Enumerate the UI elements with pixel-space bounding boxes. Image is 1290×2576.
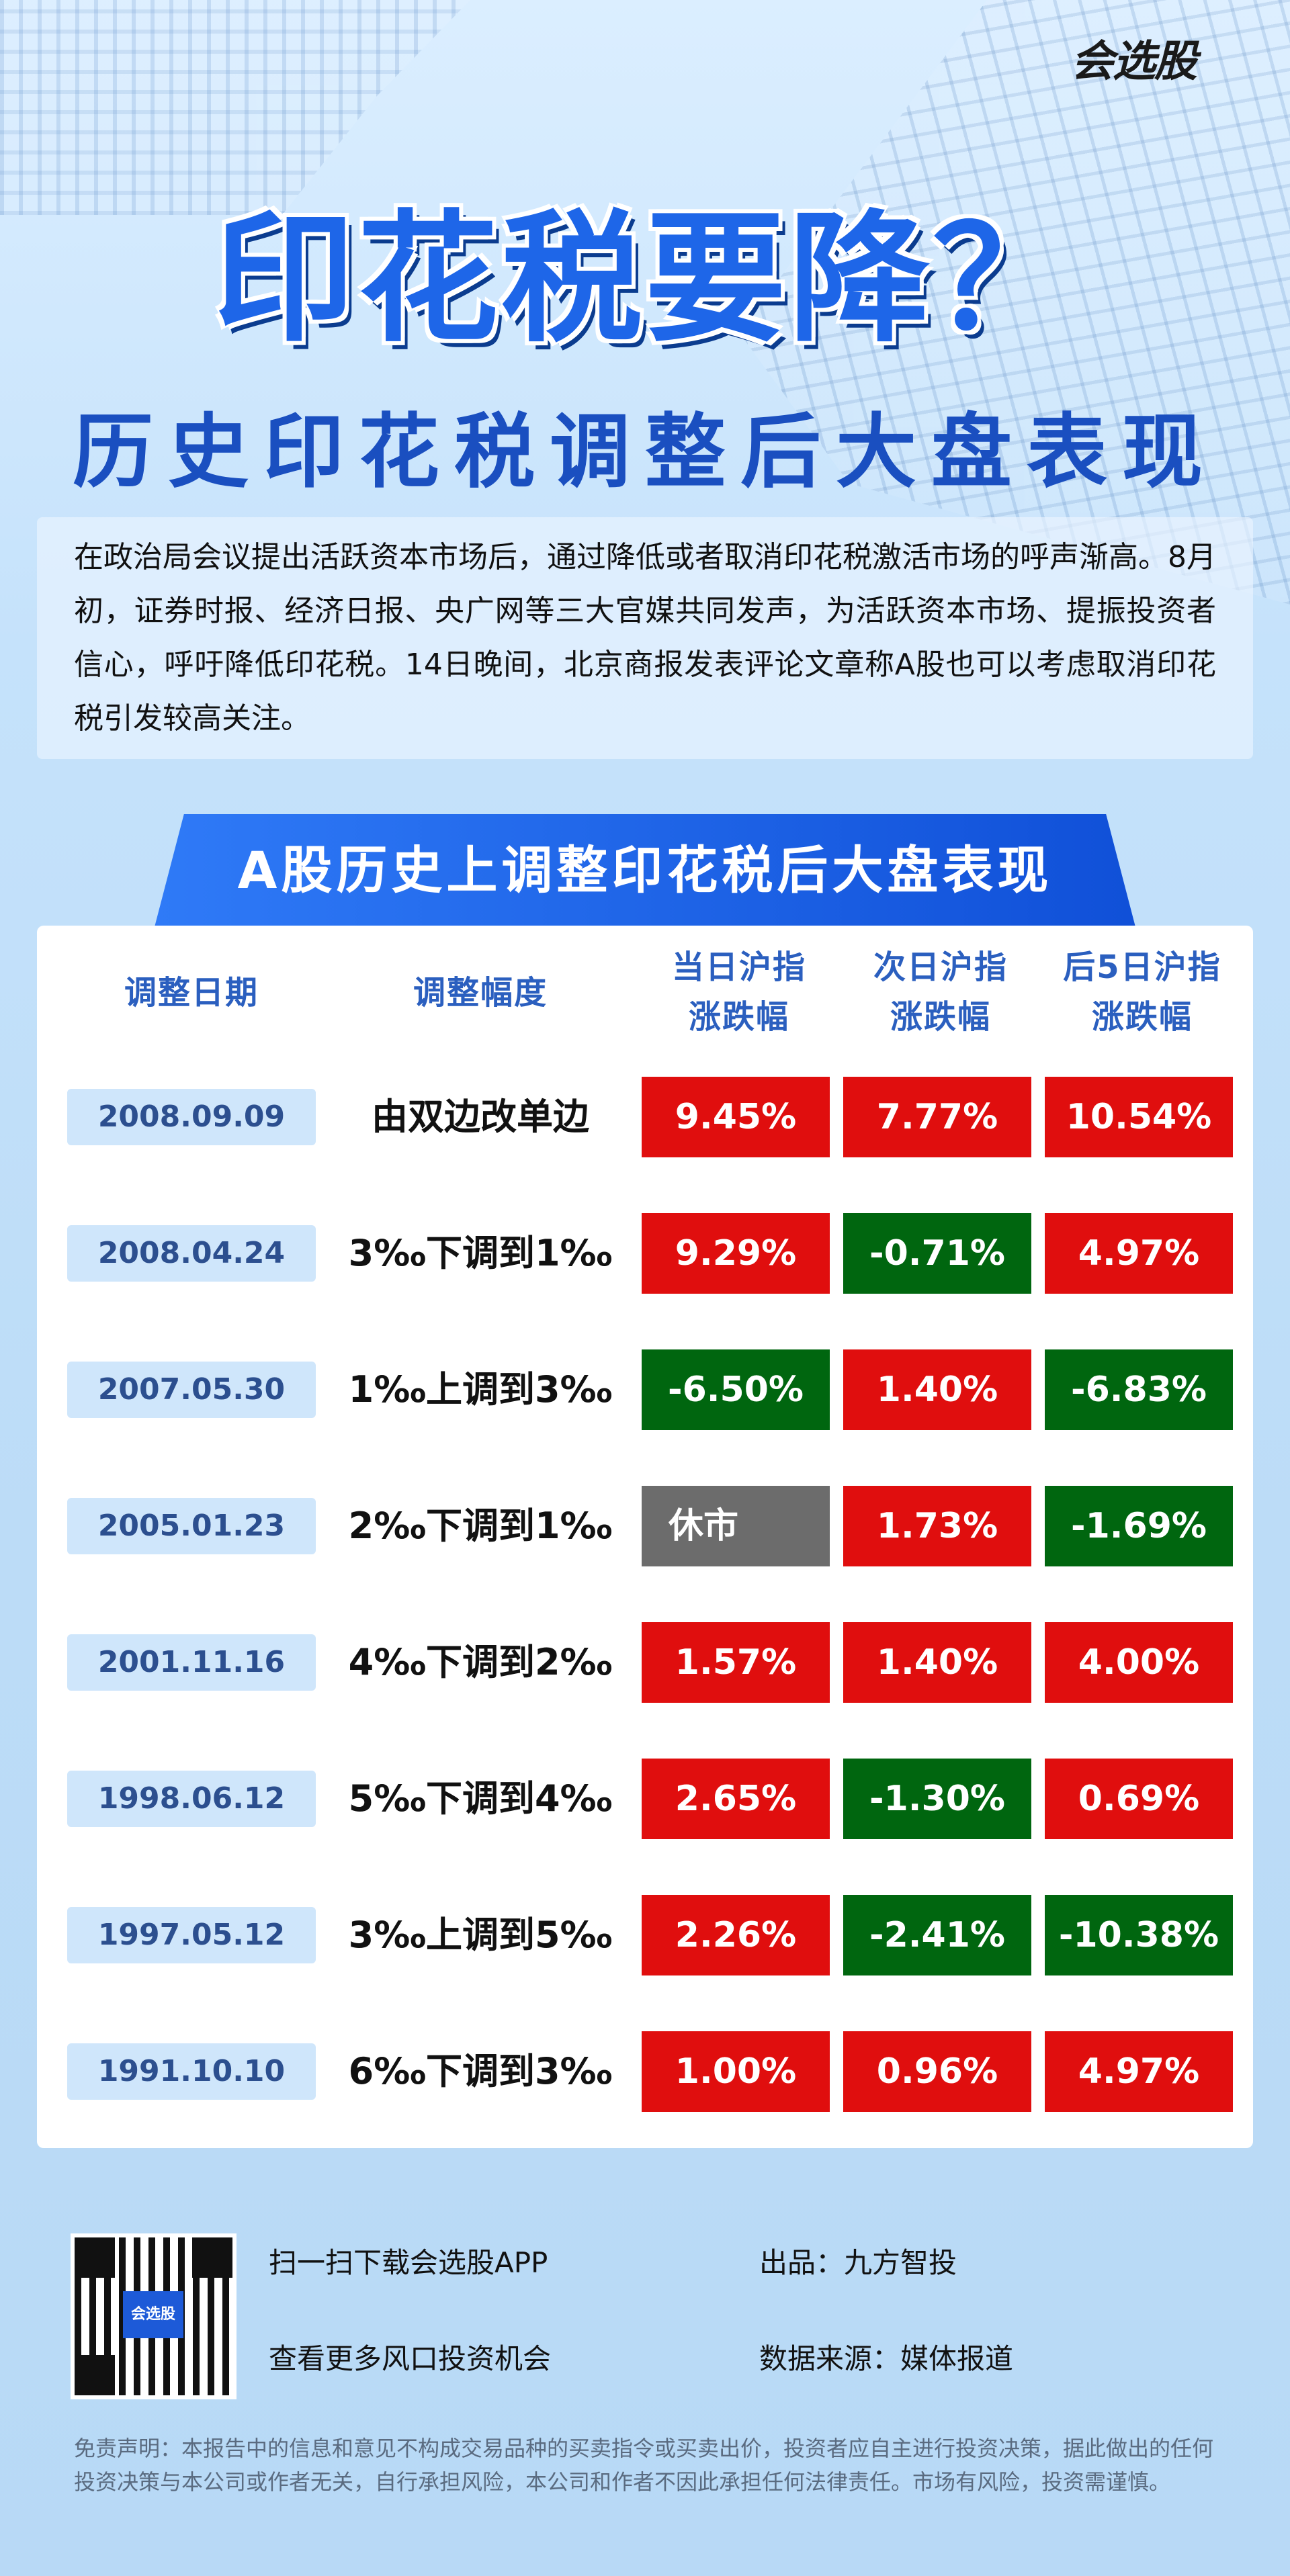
row-d5-cell: 4.00% [1045, 1622, 1233, 1703]
row-d1-cell: 1.40% [843, 1349, 1031, 1430]
row-change: 1‰上调到3‰ [348, 1368, 613, 1411]
header-change: 调整幅度 [413, 974, 548, 1012]
row-d5-cell: 0.69% [1045, 1759, 1233, 1839]
table-row: 2001.11.16 4‰下调到2‰ 1.57% 1.40% 4.00% [37, 1615, 1253, 1709]
table-row: 1997.05.12 3‰上调到5‰ 2.26% -2.41% -10.38% [37, 1888, 1253, 1982]
row-date: 1998.06.12 [67, 1771, 316, 1827]
row-d5-cell: 4.97% [1045, 1213, 1233, 1294]
row-d5-cell: -10.38% [1045, 1895, 1233, 1975]
footer-scan-text: 扫一扫下载会选股APP [269, 2246, 548, 2279]
row-change: 2‰下调到1‰ [348, 1505, 613, 1547]
table-row: 2005.01.23 2‰下调到1‰ 休市 1.73% -1.69% [37, 1479, 1253, 1573]
row-change: 4‰下调到2‰ [348, 1641, 613, 1683]
row-d0-cell: 1.00% [642, 2031, 830, 2112]
intro-box: 在政治局会议提出活跃资本市场后，通过降低或者取消印花税激活市场的呼声渐高。8月初… [37, 517, 1253, 759]
row-d1-cell: 0.96% [843, 2031, 1031, 2112]
footer-source: 数据来源：媒体报道 [759, 2342, 1014, 2375]
row-date: 1997.05.12 [67, 1907, 316, 1963]
header-day0-line1: 当日沪指 [671, 948, 806, 986]
header-day1: 次日沪指 涨跌幅 [840, 942, 1041, 1042]
row-change: 3‰下调到1‰ [348, 1232, 613, 1274]
header-day5-line2: 涨跌幅 [1091, 998, 1193, 1036]
row-change: 5‰下调到4‰ [348, 1777, 613, 1820]
intro-text: 在政治局会议提出活跃资本市场后，通过降低或者取消印花税激活市场的呼声渐高。8月初… [74, 540, 1216, 736]
row-d5-cell: -1.69% [1045, 1486, 1233, 1566]
row-change: 3‰上调到5‰ [348, 1914, 613, 1956]
row-date: 2005.01.23 [67, 1498, 316, 1554]
row-date: 2008.04.24 [67, 1225, 316, 1282]
header-date: 调整日期 [124, 974, 259, 1012]
qr-center-logo: 会选股 [123, 2291, 183, 2338]
row-d0-cell: 休市 [642, 1486, 830, 1566]
disclaimer-text: 免责声明：本报告中的信息和意见不构成交易品种的买卖指令或买卖出价，投资者应自主进… [74, 2436, 1214, 2495]
row-d5-cell: 4.97% [1045, 2031, 1233, 2112]
page-subtitle: 历史印花税调整后大盘表现 [73, 406, 1217, 499]
page-title: 印花税要降？ [213, 197, 1076, 361]
header-day5: 后5日沪指 涨跌幅 [1041, 942, 1243, 1042]
row-d0-cell: 9.29% [642, 1213, 830, 1294]
qr-pattern: 会选股 [75, 2237, 232, 2395]
row-d0-cell: 1.57% [642, 1622, 830, 1703]
row-date: 2007.05.30 [67, 1362, 316, 1418]
header-day0: 当日沪指 涨跌幅 [638, 942, 840, 1042]
row-date: 2001.11.16 [67, 1634, 316, 1691]
row-change: 6‰下调到3‰ [348, 2050, 613, 2092]
row-d0-cell: 2.26% [642, 1895, 830, 1975]
row-d1-cell: -1.30% [843, 1759, 1031, 1839]
header-day1-line2: 涨跌幅 [890, 998, 991, 1036]
row-d1-cell: 1.40% [843, 1622, 1031, 1703]
brand-logo: 会选股 [1071, 37, 1197, 87]
row-date: 1991.10.10 [67, 2043, 316, 2100]
row-d1-cell: -0.71% [843, 1213, 1031, 1294]
table-row: 2008.09.09 由双边改单边 9.45% 7.77% 10.54% [37, 1070, 1253, 1164]
row-d1-cell: -2.41% [843, 1895, 1031, 1975]
row-d0-cell: -6.50% [642, 1349, 830, 1430]
header-day5-line1: 后5日沪指 [1063, 948, 1221, 986]
row-change: 由双边改单边 [372, 1096, 589, 1138]
table-row: 2008.04.24 3‰下调到1‰ 9.29% -0.71% 4.97% [37, 1206, 1253, 1300]
section-title-tab: A股历史上调整印花税后大盘表现 [155, 814, 1135, 927]
row-date: 2008.09.09 [67, 1089, 316, 1145]
header-day1-line1: 次日沪指 [873, 948, 1008, 986]
section-title: A股历史上调整印花税后大盘表现 [237, 840, 1053, 900]
table-row: 1998.06.12 5‰下调到4‰ 2.65% -1.30% 0.69% [37, 1752, 1253, 1846]
qr-code[interactable]: 会选股 [71, 2233, 236, 2399]
row-d1-cell: 7.77% [843, 1077, 1031, 1157]
row-d1-cell: 1.73% [843, 1486, 1031, 1566]
data-table-card: 调整日期 调整幅度 当日沪指 涨跌幅 次日沪指 涨跌幅 后5日沪指 涨跌幅 20… [37, 926, 1253, 2148]
header-day0-line2: 涨跌幅 [688, 998, 789, 1036]
footer-producer: 出品：九方智投 [759, 2246, 957, 2279]
row-d5-cell: -6.83% [1045, 1349, 1233, 1430]
footer-more-text: 查看更多风口投资机会 [269, 2342, 552, 2375]
row-d0-cell: 9.45% [642, 1077, 830, 1157]
table-row: 2007.05.30 1‰上调到3‰ -6.50% 1.40% -6.83% [37, 1343, 1253, 1437]
row-d0-cell: 2.65% [642, 1759, 830, 1839]
row-d5-cell: 10.54% [1045, 1077, 1233, 1157]
table-row: 1991.10.10 6‰下调到3‰ 1.00% 0.96% 4.97% [37, 2025, 1253, 2119]
